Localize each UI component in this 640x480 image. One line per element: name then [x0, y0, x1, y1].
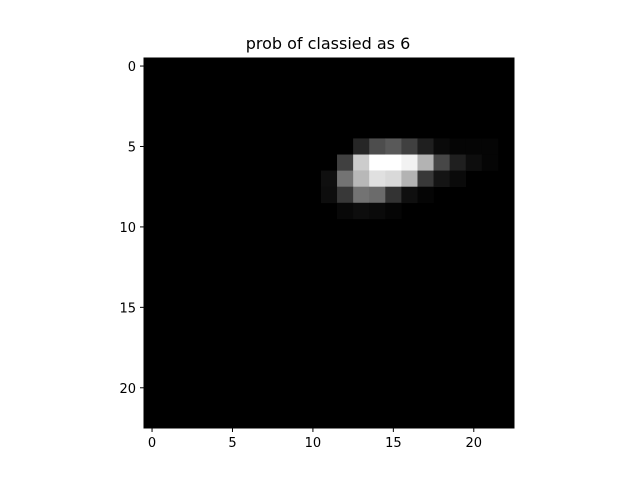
x-tick-label: 0: [148, 436, 156, 451]
heatmap-cell: [449, 138, 467, 155]
chart-title: prob of classied as 6: [246, 34, 411, 53]
heatmap-cell: [353, 186, 370, 204]
heatmap-cell: [369, 186, 386, 204]
y-tick-label: 20: [119, 382, 136, 397]
heatmap-cell: [465, 154, 483, 171]
heatmap-cell: [401, 170, 418, 187]
heatmap-cell: [417, 138, 434, 155]
plot-frame: [143, 57, 515, 429]
heatmap-cell: [401, 186, 418, 204]
x-tick-label: 20: [466, 436, 483, 451]
heatmap-cell: [337, 186, 354, 204]
heatmap-cell: [369, 154, 386, 171]
y-tick-label: 10: [119, 221, 136, 236]
plot-area: [143, 57, 515, 429]
heatmap-cell: [385, 138, 402, 155]
heatmap-cell: [401, 154, 418, 171]
heatmap-cell: [385, 186, 402, 204]
heatmap-cell: [385, 154, 402, 171]
heatmap-cell: [433, 154, 450, 171]
y-tick-label: 15: [119, 301, 136, 316]
x-tick-label: 10: [305, 436, 322, 451]
x-axis: 0 5 10 15 20: [148, 428, 482, 451]
heatmap-cell: [465, 138, 483, 155]
x-tick-label: 5: [228, 436, 236, 451]
heatmap-cell: [369, 138, 386, 155]
heatmap-cell: [353, 138, 370, 155]
heatmap-cell: [353, 154, 370, 171]
heatmap-cell: [401, 138, 418, 155]
heatmap-cell: [433, 138, 450, 155]
heatmap-cell: [417, 154, 434, 171]
y-tick-label: 0: [128, 60, 136, 75]
heatmap-cell: [449, 170, 467, 187]
heatmap-cell: [481, 138, 499, 155]
heatmap-cell: [353, 202, 370, 220]
heatmap-cell: [369, 170, 386, 187]
heatmap-cell: [385, 202, 402, 220]
heatmap-cell: [337, 202, 354, 220]
heatmap-cell: [417, 170, 434, 187]
heatmap-cell: [320, 170, 338, 187]
heatmap-cell: [433, 170, 450, 187]
heatmap-cell: [417, 186, 434, 204]
y-axis: 0 5 10 15 20: [119, 60, 144, 397]
heatmap-cell: [369, 202, 386, 220]
heatmap-cell: [385, 170, 402, 187]
x-tick-label: 15: [385, 436, 402, 451]
heatmap-cell: [353, 170, 370, 187]
heatmap-cell: [337, 154, 354, 171]
heatmap-cell: [449, 154, 467, 171]
heatmap-cell: [337, 170, 354, 187]
y-tick-label: 5: [128, 140, 136, 155]
heatmap-cell: [320, 186, 338, 204]
heatmap-cell: [481, 154, 499, 171]
heatmap-background: [144, 58, 514, 428]
